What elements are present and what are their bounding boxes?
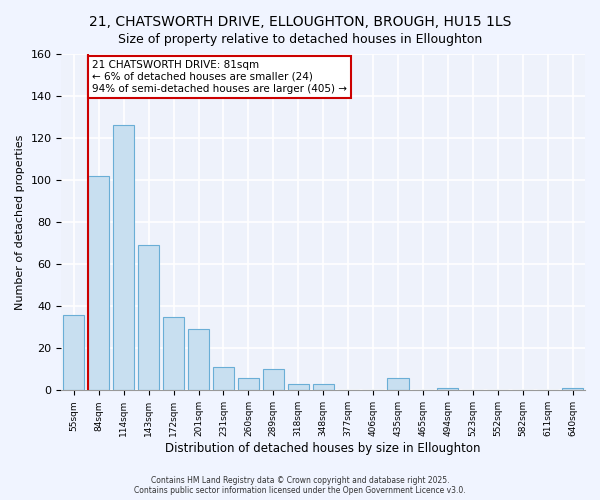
Bar <box>163 317 184 390</box>
Bar <box>263 370 284 390</box>
Bar <box>287 384 309 390</box>
Bar <box>188 330 209 390</box>
Bar <box>213 367 234 390</box>
Bar <box>313 384 334 390</box>
Y-axis label: Number of detached properties: Number of detached properties <box>15 134 25 310</box>
Bar <box>388 378 409 390</box>
Text: 21, CHATSWORTH DRIVE, ELLOUGHTON, BROUGH, HU15 1LS: 21, CHATSWORTH DRIVE, ELLOUGHTON, BROUGH… <box>89 15 511 29</box>
Bar <box>238 378 259 390</box>
Bar <box>88 176 109 390</box>
Bar <box>138 246 159 390</box>
Text: Contains HM Land Registry data © Crown copyright and database right 2025.
Contai: Contains HM Land Registry data © Crown c… <box>134 476 466 495</box>
Bar <box>437 388 458 390</box>
Bar <box>63 314 85 390</box>
Text: 21 CHATSWORTH DRIVE: 81sqm
← 6% of detached houses are smaller (24)
94% of semi-: 21 CHATSWORTH DRIVE: 81sqm ← 6% of detac… <box>92 60 347 94</box>
X-axis label: Distribution of detached houses by size in Elloughton: Distribution of detached houses by size … <box>166 442 481 455</box>
Bar <box>113 126 134 390</box>
Bar <box>562 388 583 390</box>
Text: Size of property relative to detached houses in Elloughton: Size of property relative to detached ho… <box>118 32 482 46</box>
